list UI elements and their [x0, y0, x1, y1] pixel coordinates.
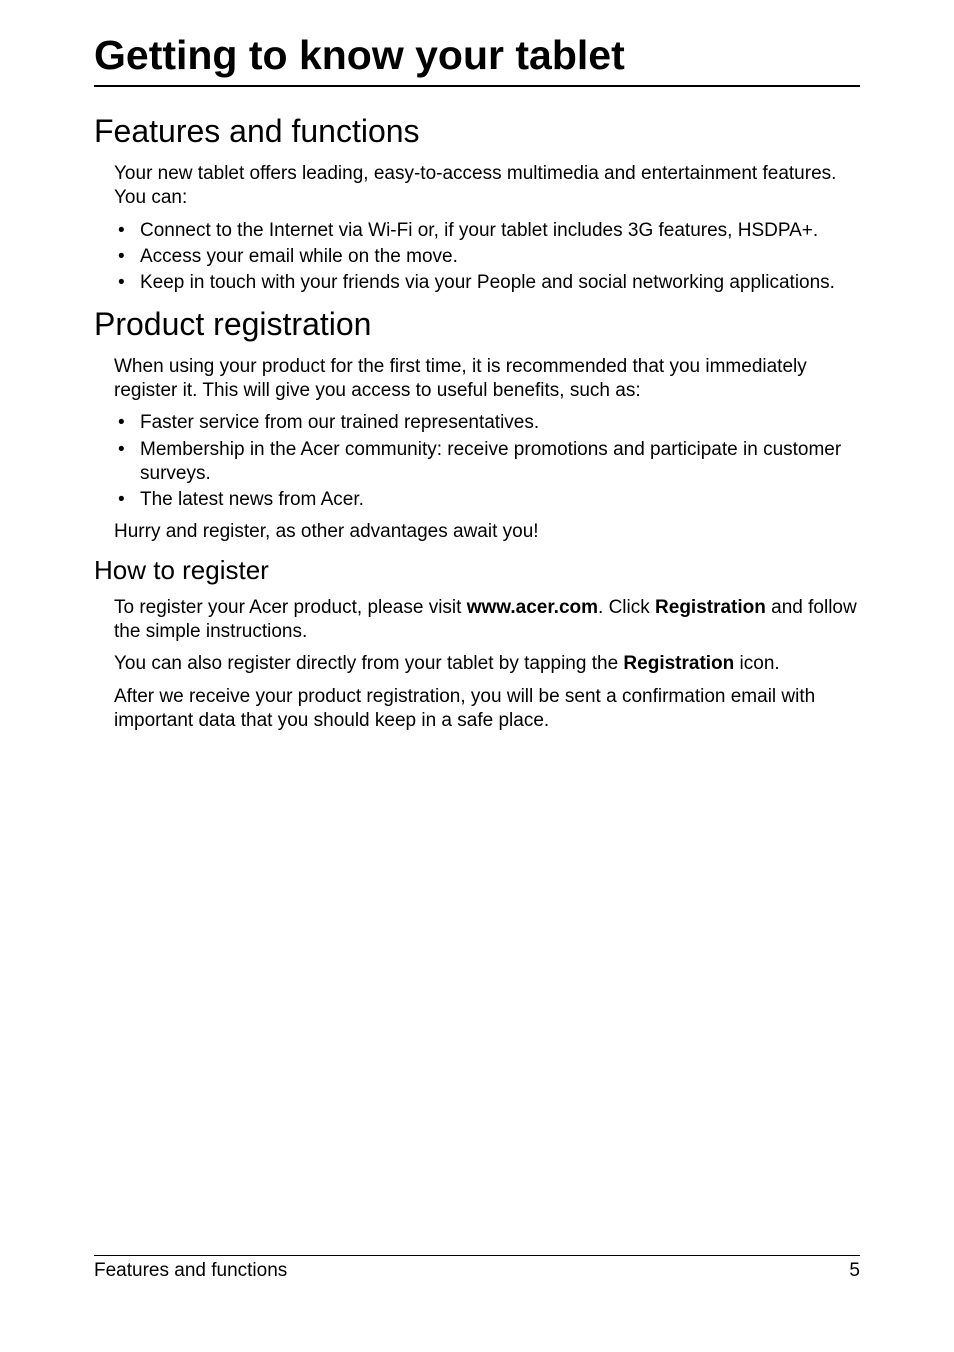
list-item: The latest news from Acer.	[114, 488, 860, 512]
registration-intro: When using your product for the first ti…	[114, 355, 860, 404]
howto-heading: How to register	[94, 555, 860, 586]
footer-section-label: Features and functions	[94, 1260, 287, 1282]
howto-p2: You can also register directly from your…	[114, 652, 860, 676]
registration-section: Product registration When using your pro…	[94, 306, 860, 545]
features-heading: Features and functions	[94, 113, 860, 150]
registration-outro: Hurry and register, as other advantages …	[114, 520, 860, 544]
howto-p3: After we receive your product registrati…	[114, 685, 860, 734]
text-span: icon.	[734, 653, 779, 674]
howto-p1: To register your Acer product, please vi…	[114, 596, 860, 645]
features-section: Features and functions Your new tablet o…	[94, 113, 860, 296]
text-span: To register your Acer product, please vi…	[114, 597, 467, 618]
list-item: Membership in the Acer community: receiv…	[114, 438, 860, 487]
registration-bullets: Faster service from our trained represen…	[114, 411, 860, 512]
page-title: Getting to know your tablet	[94, 32, 860, 87]
text-span: . Click	[598, 597, 655, 618]
features-intro: Your new tablet offers leading, easy-to-…	[114, 162, 860, 211]
page-footer: Features and functions 5	[94, 1255, 860, 1282]
bold-url: www.acer.com	[467, 597, 598, 618]
list-item: Faster service from our trained represen…	[114, 411, 860, 435]
registration-heading: Product registration	[94, 306, 860, 343]
list-item: Access your email while on the move.	[114, 245, 860, 269]
text-span: You can also register directly from your…	[114, 653, 623, 674]
bold-registration: Registration	[655, 597, 766, 618]
howto-section: How to register To register your Acer pr…	[94, 555, 860, 734]
bold-registration-icon: Registration	[623, 653, 734, 674]
footer-page-number: 5	[849, 1260, 860, 1282]
features-bullets: Connect to the Internet via Wi-Fi or, if…	[114, 219, 860, 296]
list-item: Keep in touch with your friends via your…	[114, 271, 860, 295]
list-item: Connect to the Internet via Wi-Fi or, if…	[114, 219, 860, 243]
